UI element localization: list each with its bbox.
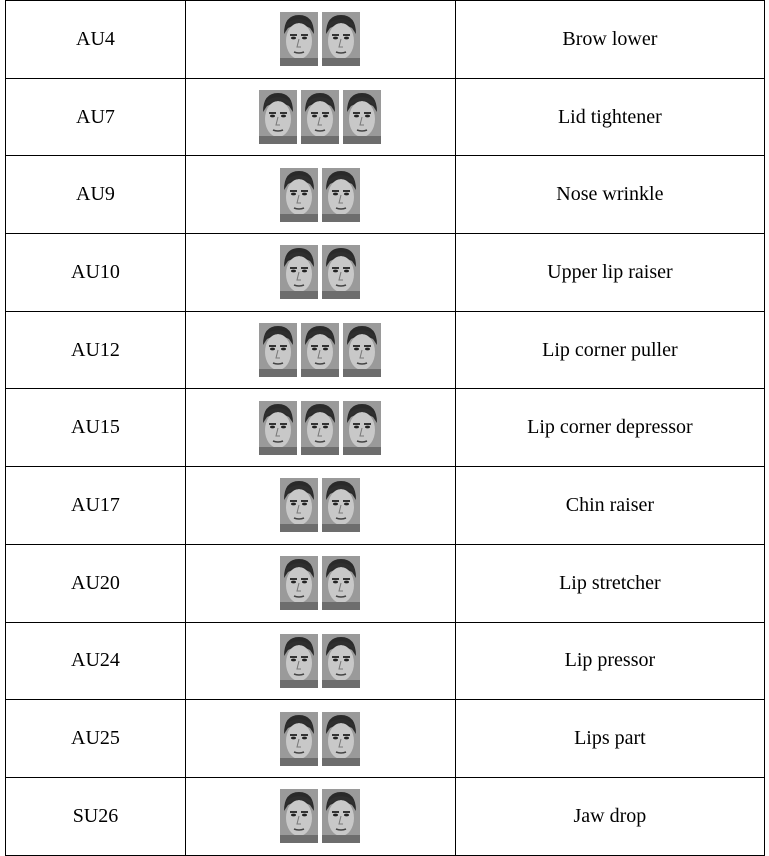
au-description: Jaw drop (455, 777, 764, 855)
face-images (185, 78, 455, 156)
face-image (280, 478, 318, 532)
au-description: Brow lower (455, 1, 764, 79)
face-images (185, 311, 455, 389)
face-images (185, 156, 455, 234)
face-image (343, 401, 381, 455)
face-image (280, 12, 318, 66)
table-row: AU4 Brow lower (6, 1, 765, 79)
au-code: AU7 (6, 78, 186, 156)
face-group (186, 789, 455, 843)
face-image (280, 789, 318, 843)
au-description: Lips part (455, 700, 764, 778)
au-description: Lid tightener (455, 78, 764, 156)
face-image (322, 556, 360, 610)
face-images (185, 1, 455, 79)
table-row: AU10 Upper lip raiser (6, 234, 765, 312)
au-code: AU4 (6, 1, 186, 79)
face-image (322, 168, 360, 222)
face-image (322, 634, 360, 688)
au-code: AU10 (6, 234, 186, 312)
au-code: AU24 (6, 622, 186, 700)
face-image (259, 90, 297, 144)
au-code: AU15 (6, 389, 186, 467)
face-image (301, 90, 339, 144)
face-group (186, 168, 455, 222)
au-description: Lip pressor (455, 622, 764, 700)
face-images (185, 622, 455, 700)
face-group (186, 634, 455, 688)
face-image (280, 634, 318, 688)
table-row: AU24 Lip pressor (6, 622, 765, 700)
au-description: Upper lip raiser (455, 234, 764, 312)
face-group (186, 401, 455, 455)
face-image (259, 401, 297, 455)
table-row: AU15 Lip corner depressor (6, 389, 765, 467)
face-group (186, 90, 455, 144)
face-images (185, 467, 455, 545)
au-description: Lip corner depressor (455, 389, 764, 467)
face-image (280, 168, 318, 222)
au-code: SU26 (6, 777, 186, 855)
au-description: Nose wrinkle (455, 156, 764, 234)
au-table: AU4 Brow lower AU7 Lid tightener AU9 Nose wri… (5, 0, 765, 856)
au-code: AU25 (6, 700, 186, 778)
face-group (186, 712, 455, 766)
face-image (322, 12, 360, 66)
face-images (185, 544, 455, 622)
face-images (185, 777, 455, 855)
face-image (280, 712, 318, 766)
au-code: AU20 (6, 544, 186, 622)
table-row: AU20 Lip stretcher (6, 544, 765, 622)
face-group (186, 556, 455, 610)
face-images (185, 234, 455, 312)
face-group (186, 478, 455, 532)
table-row: AU12 Lip corner puller (6, 311, 765, 389)
au-description: Lip corner puller (455, 311, 764, 389)
face-image (301, 323, 339, 377)
table-row: AU25 Lips part (6, 700, 765, 778)
au-code: AU12 (6, 311, 186, 389)
table-row: SU26 Jaw drop (6, 777, 765, 855)
face-images (185, 700, 455, 778)
face-image (301, 401, 339, 455)
table-row: AU17 Chin raiser (6, 467, 765, 545)
au-description: Lip stretcher (455, 544, 764, 622)
au-code: AU17 (6, 467, 186, 545)
face-image (322, 789, 360, 843)
face-image (280, 556, 318, 610)
face-images (185, 389, 455, 467)
au-description: Chin raiser (455, 467, 764, 545)
face-image (259, 323, 297, 377)
face-group (186, 12, 455, 66)
table-row: AU9 Nose wrinkle (6, 156, 765, 234)
face-image (322, 245, 360, 299)
face-image (343, 90, 381, 144)
page: {"table": {"rows": [ ["AU4", "Brow lower… (0, 0, 769, 855)
face-image (343, 323, 381, 377)
table-row: AU7 Lid tightener (6, 78, 765, 156)
face-image (322, 712, 360, 766)
face-group (186, 323, 455, 377)
au-code: AU9 (6, 156, 186, 234)
face-image (280, 245, 318, 299)
face-group (186, 245, 455, 299)
face-image (322, 478, 360, 532)
